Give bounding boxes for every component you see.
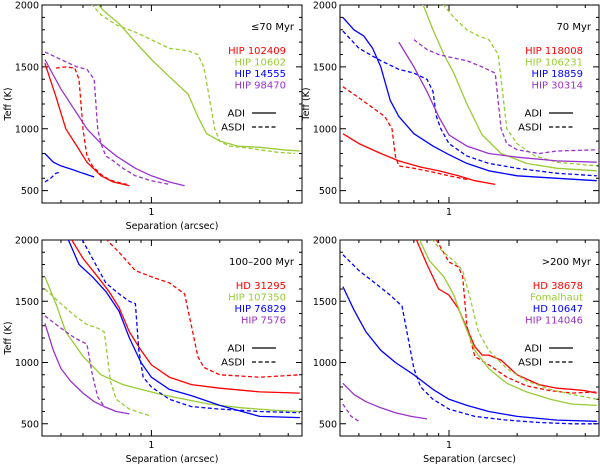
y-tick-label: 2000: [313, 1, 337, 12]
y-tick-label: 2000: [15, 1, 39, 12]
series-line-hip-10602-solid: [97, 5, 300, 152]
legend-entry: Fomalhaut: [530, 293, 583, 304]
series-line-hip-18859-dashed: [342, 30, 597, 177]
series-line-hd-31295-dashed: [106, 240, 300, 378]
series-line-hip-76829-dashed: [81, 240, 300, 414]
series-line-hip-106231-solid: [422, 5, 597, 172]
y-tick-label: 1500: [313, 62, 337, 73]
x-tick-label: 1: [446, 207, 452, 218]
series-line-hip-10602-dashed: [91, 5, 296, 155]
series-line-hd-10647-dashed: [342, 254, 597, 425]
chart-panel-2: 500 1000 1500 2000 1 Teff (K) 70 Myr HIP 118008…: [301, 1, 600, 218]
x-axis-label: Separation (arcsec): [126, 221, 219, 232]
y-tick-label: 1000: [313, 124, 337, 135]
series-group: [44, 240, 300, 419]
series-line-hd-31295-solid: [71, 240, 300, 394]
y-tick-label: 1500: [15, 62, 39, 73]
y-axis-label: Teff (K): [301, 87, 312, 121]
legend-entry: HIP 18859: [532, 69, 584, 80]
linestyle-legend-label: ASDI: [518, 358, 542, 369]
series-line-hip-114046-solid: [342, 382, 428, 420]
series-line-hd-38678-solid: [415, 240, 597, 394]
x-axis-label: Separation (arcsec): [126, 454, 219, 465]
panel-title: 70 Myr: [556, 22, 591, 33]
legend-entry: HIP 98470: [235, 81, 287, 92]
series-line-hip-7576-solid: [44, 323, 130, 415]
legend-entry: HIP 10602: [235, 58, 287, 69]
linestyle-legend-label: ADI: [525, 109, 543, 120]
y-tick-label: 500: [21, 186, 39, 197]
series-line-hip-14555-solid: [44, 153, 95, 178]
series-line-hip-30314-solid: [398, 41, 597, 163]
series-group: [342, 5, 597, 186]
chart-panel-1: 500 1000 1500 2000 1 Teff (K) Separation (arcs…: [3, 1, 303, 232]
series-line-hip-7576-dashed: [44, 315, 105, 407]
y-tick-label: 500: [319, 419, 337, 430]
series-group: [342, 240, 597, 425]
y-axis-label: Teff (K): [3, 87, 14, 121]
legend-entry: HIP 106231: [525, 58, 583, 69]
series-line-hip-98470-solid: [44, 59, 185, 187]
legend-entry: HIP 114046: [525, 316, 583, 327]
linestyle-legend-label: ASDI: [221, 358, 245, 369]
x-axis-label: Separation (arcsec): [423, 454, 516, 465]
y-tick-label: 1000: [15, 124, 39, 135]
y-tick-label: 500: [319, 186, 337, 197]
series-line-hip-98470-dashed: [44, 51, 170, 186]
y-tick-label: 1500: [313, 297, 337, 308]
panel-title: >200 Myr: [542, 257, 592, 268]
linestyle-legend-label: ASDI: [221, 123, 245, 134]
linestyle-legend-label: ADI: [228, 344, 246, 355]
x-tick-label: 1: [148, 207, 154, 218]
series-line-hip-30314-dashed: [413, 39, 597, 155]
series-line-fomalhaut-solid: [418, 240, 597, 407]
series-line-hip-18859-solid: [342, 16, 597, 182]
y-tick-label: 2000: [15, 236, 39, 247]
x-tick-label: 1: [148, 440, 154, 451]
legend-entry: HIP 30314: [532, 81, 584, 92]
y-tick-label: 500: [21, 419, 39, 430]
y-tick-label: 1000: [15, 358, 39, 369]
series-line-fomalhaut-dashed: [431, 240, 597, 400]
linestyle-legend-label: ADI: [228, 109, 246, 120]
legend-entry: HIP 118008: [525, 46, 583, 57]
legend-entry: HIP 102409: [228, 46, 286, 57]
legend-entry: HIP 107350: [228, 293, 286, 304]
legend-entry: HD 31295: [236, 281, 286, 292]
panel-title: 100–200 Myr: [229, 257, 295, 268]
series-line-hip-102409-dashed: [55, 66, 128, 186]
chart-panel-3: 500 1000 1500 2000 1 Teff (K) Separation (arcs…: [3, 236, 303, 465]
legend-entry: HD 10647: [533, 304, 583, 315]
chart-panel-4: 500 1000 1500 2000 1 Separation (arcsec) >200 …: [313, 236, 600, 465]
legend-entry: HIP 76829: [235, 304, 287, 315]
y-axis-label: Teff (K): [3, 321, 14, 355]
series-line-hd-10647-solid: [342, 286, 597, 422]
linestyle-legend-label: ASDI: [518, 123, 542, 134]
x-tick-label: 1: [446, 440, 452, 451]
panel-title: ≤70 Myr: [251, 22, 295, 33]
y-tick-label: 2000: [313, 236, 337, 247]
legend-entry: HIP 7576: [241, 316, 286, 327]
series-line-hip-114046-dashed: [342, 403, 360, 422]
series-line-hip-118008-solid: [342, 133, 496, 186]
series-line-hip-106231-dashed: [442, 5, 597, 167]
series-group: [44, 5, 300, 187]
series-line-hip-107350-dashed: [44, 288, 152, 418]
series-line-hip-14555-dashed: [44, 171, 62, 183]
linestyle-legend-label: ADI: [525, 344, 543, 355]
series-line-hip-118008-dashed: [342, 86, 468, 181]
y-tick-label: 1000: [313, 358, 337, 369]
legend-entry: HD 38678: [533, 281, 583, 292]
series-line-hd-38678-dashed: [435, 240, 597, 394]
y-tick-label: 1500: [15, 297, 39, 308]
legend-entry: HIP 14555: [235, 69, 287, 80]
